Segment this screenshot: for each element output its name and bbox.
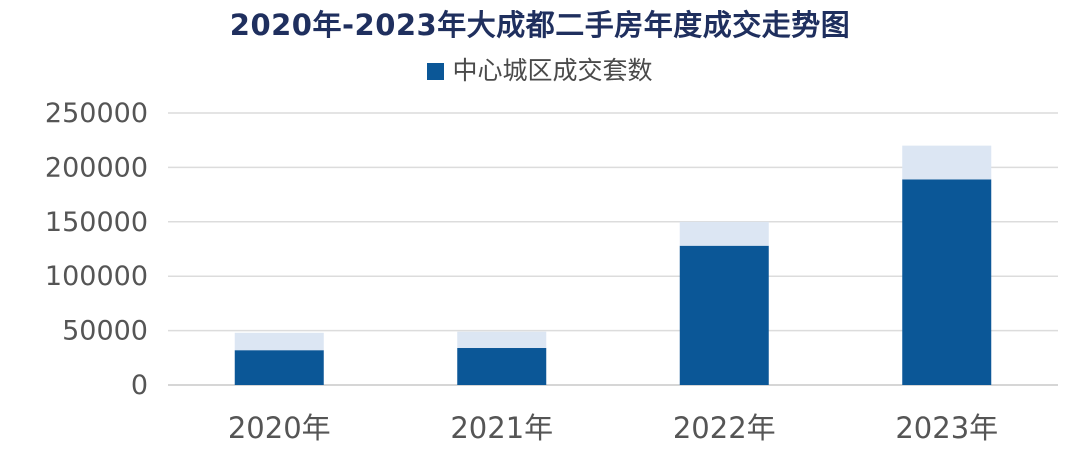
bar-other-segment [679, 221, 769, 246]
y-tick-label: 50000 [62, 316, 148, 347]
legend-label: 中心城区成交套数 [452, 56, 653, 85]
y-tick-label: 250000 [45, 98, 148, 129]
bar-central-district [902, 179, 992, 385]
x-tick-label: 2021年 [450, 411, 553, 445]
y-tick-label: 100000 [45, 261, 148, 292]
legend-swatch [427, 63, 445, 80]
legend: 中心城区成交套数 [0, 51, 1080, 87]
y-tick-label: 150000 [45, 207, 148, 238]
chart-title: 2020年-2023年大成都二手房年度成交走势图 [229, 8, 851, 42]
bar-other-segment [902, 145, 992, 180]
y-tick-label: 200000 [45, 152, 148, 183]
x-tick-label: 2022年 [673, 411, 776, 445]
bar-central-district [679, 245, 769, 385]
bar-other-segment [457, 331, 547, 349]
x-tick-label: 2020年 [228, 411, 331, 445]
bar-other-segment [234, 332, 324, 351]
y-tick-label: 0 [131, 370, 148, 401]
bar-central-district [457, 348, 547, 385]
x-tick-label: 2023年 [895, 411, 998, 445]
bar-central-district [234, 350, 324, 385]
